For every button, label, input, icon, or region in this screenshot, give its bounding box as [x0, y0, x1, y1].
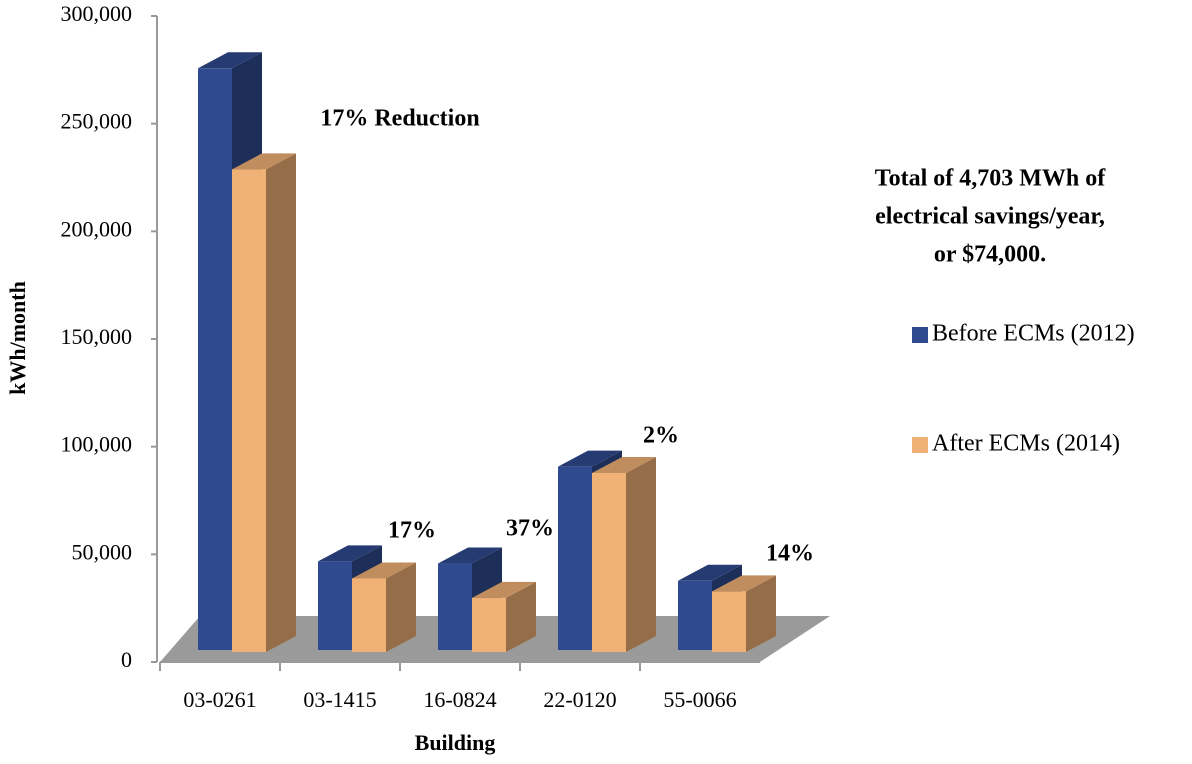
bar-face [506, 581, 536, 652]
y-tick-label: 150,000 [61, 324, 133, 349]
annotation: 37% [506, 516, 554, 542]
bar-face [712, 575, 776, 592]
bar-face [558, 466, 592, 650]
bar-face [592, 456, 656, 473]
bar [592, 456, 656, 652]
annotation: 17% Reduction [320, 106, 479, 132]
legend-label: After ECMs (2014) [932, 431, 1120, 457]
annotation: 14% [766, 541, 814, 567]
bar-face [352, 562, 416, 579]
note: Total of 4,703 MWh of [875, 166, 1106, 192]
y-tick-label: 0 [121, 647, 132, 672]
annotation: 2% [643, 423, 679, 449]
bar-face [318, 545, 382, 562]
x-tick-label: 16-0824 [423, 687, 496, 712]
bar-face [626, 456, 656, 652]
bar-face [712, 591, 746, 652]
bar-face [198, 52, 262, 69]
bar-face [386, 562, 416, 652]
legend-swatch [912, 437, 928, 453]
bar-face [592, 472, 626, 652]
note: electrical savings/year, [875, 204, 1105, 230]
bar-face [472, 581, 536, 598]
note: or $74,000. [934, 242, 1046, 268]
y-tick-label: 250,000 [61, 109, 133, 134]
x-axis-label: Building [415, 730, 496, 755]
y-tick-label: 200,000 [61, 216, 133, 241]
bar [472, 581, 536, 652]
x-tick-label: 03-1415 [303, 687, 376, 712]
bar-face [352, 578, 386, 652]
bar [712, 575, 776, 652]
bar-face [678, 580, 712, 650]
y-axis-label: kWh/month [5, 281, 30, 395]
bar-face [266, 153, 296, 652]
legend-label: Before ECMs (2012) [932, 321, 1135, 347]
bar-face [558, 450, 622, 467]
bar [352, 562, 416, 652]
x-tick-label: 55-0066 [663, 687, 736, 712]
bar-face [746, 575, 776, 652]
y-tick-label: 100,000 [61, 432, 133, 457]
bar [232, 153, 296, 652]
bar-face [472, 597, 506, 652]
bar-face [318, 561, 352, 650]
bar-face [198, 68, 232, 650]
y-tick-label: 50,000 [72, 539, 133, 564]
bar-face [438, 563, 472, 650]
annotation: 17% [388, 518, 436, 544]
bar-face [678, 564, 742, 581]
y-tick-label: 300,000 [61, 1, 133, 26]
bar-face [438, 547, 502, 564]
x-tick-label: 22-0120 [543, 687, 616, 712]
legend-swatch [912, 327, 928, 343]
bar-face [232, 169, 266, 652]
x-tick-label: 03-0261 [183, 687, 256, 712]
bar-face [232, 153, 296, 170]
